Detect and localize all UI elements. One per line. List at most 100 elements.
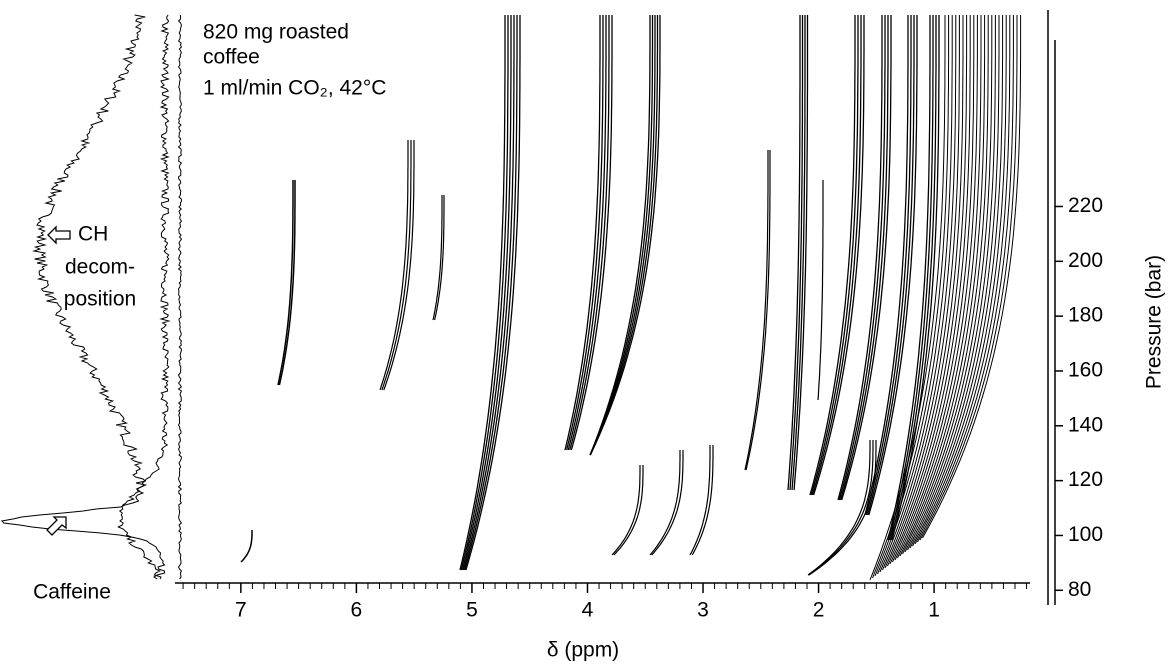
trace: [812, 15, 865, 496]
trace: [807, 440, 871, 576]
trace: [589, 15, 654, 456]
y-tick-label: 140: [1068, 413, 1103, 436]
trace: [841, 15, 892, 501]
trace: [919, 15, 1018, 541]
trace: [691, 445, 714, 556]
trace: [464, 15, 518, 571]
trace: [434, 195, 445, 321]
trace: [914, 15, 1011, 545]
trace: [460, 15, 509, 571]
spectrum-traces: [0, 14, 1022, 581]
trace: [689, 445, 711, 556]
trace: [379, 140, 409, 391]
trace: [383, 140, 415, 391]
trace: [872, 15, 950, 579]
side-label: Caffeine: [33, 581, 111, 604]
trace: [902, 15, 993, 555]
projection: [0, 14, 166, 580]
trace: [917, 15, 1014, 543]
trace: [889, 15, 975, 565]
trace: [866, 15, 915, 516]
trace: [808, 440, 874, 576]
x-axis-title: δ (ppm): [547, 639, 619, 662]
trace: [793, 15, 809, 491]
trace: [922, 15, 1022, 539]
side-label: CH: [78, 223, 108, 246]
trace: [892, 15, 978, 563]
y-tick-label: 200: [1068, 249, 1103, 272]
trace: [589, 15, 659, 456]
x-tick-label: 1: [928, 599, 940, 622]
trace: [745, 150, 771, 471]
trace: [381, 140, 412, 391]
trace: [567, 15, 607, 451]
trace: [877, 15, 957, 575]
trace: [459, 15, 506, 571]
y-axis-title: Pressure (bar): [1143, 255, 1166, 389]
trace: [240, 530, 253, 563]
annotation: 820 mg roasted: [203, 21, 349, 44]
annotation: coffee: [203, 46, 260, 69]
side-label: position: [64, 288, 136, 311]
trace: [837, 15, 883, 501]
arrow: [46, 516, 67, 536]
trace: [891, 15, 940, 541]
trace: [899, 15, 989, 557]
trace: [887, 15, 931, 541]
x-tick-label: 4: [582, 599, 594, 622]
trace: [564, 15, 601, 451]
trace: [589, 15, 651, 456]
side-label: decom-: [65, 256, 135, 279]
trace: [789, 15, 804, 491]
trace: [651, 450, 684, 556]
trace: [810, 15, 859, 496]
arrow: [47, 225, 71, 245]
trace: [882, 15, 964, 571]
trace: [838, 15, 886, 501]
trace: [565, 15, 604, 451]
trace: [808, 440, 877, 576]
trace: [277, 180, 294, 386]
x-tick-label: 2: [813, 599, 825, 622]
trace: [461, 15, 512, 571]
trace: [904, 15, 996, 553]
trace: [879, 15, 960, 573]
trace: [865, 15, 912, 516]
trace: [462, 15, 515, 571]
trace: [909, 15, 1004, 549]
trace: [884, 15, 968, 569]
x-tick-label: 3: [697, 599, 709, 622]
trace: [432, 195, 443, 321]
trace: [894, 15, 982, 561]
trace: [907, 15, 1000, 551]
trace: [570, 15, 613, 451]
trace: [897, 15, 986, 559]
trace: [887, 15, 971, 567]
y-tick-label: 80: [1068, 578, 1091, 601]
trace: [912, 15, 1007, 547]
trace: [589, 15, 661, 456]
y-tick-label: 100: [1068, 523, 1103, 546]
trace: [874, 15, 953, 577]
trace: [611, 465, 641, 556]
trace: [613, 465, 644, 556]
x-tick-label: 5: [466, 599, 478, 622]
trace: [791, 15, 806, 491]
y-tick-label: 220: [1068, 194, 1103, 217]
trace: [649, 450, 681, 556]
trace: [868, 15, 918, 516]
projection: [117, 14, 171, 580]
trace: [864, 15, 909, 516]
projection: [177, 14, 183, 580]
trace: [465, 15, 521, 571]
trace: [811, 15, 862, 496]
trace: [888, 15, 934, 541]
trace: [589, 15, 656, 456]
trace: [787, 15, 801, 491]
trace: [744, 150, 769, 471]
trace: [278, 180, 296, 386]
y-tick-label: 160: [1068, 359, 1103, 382]
x-tick-label: 6: [351, 599, 363, 622]
trace: [569, 15, 610, 451]
